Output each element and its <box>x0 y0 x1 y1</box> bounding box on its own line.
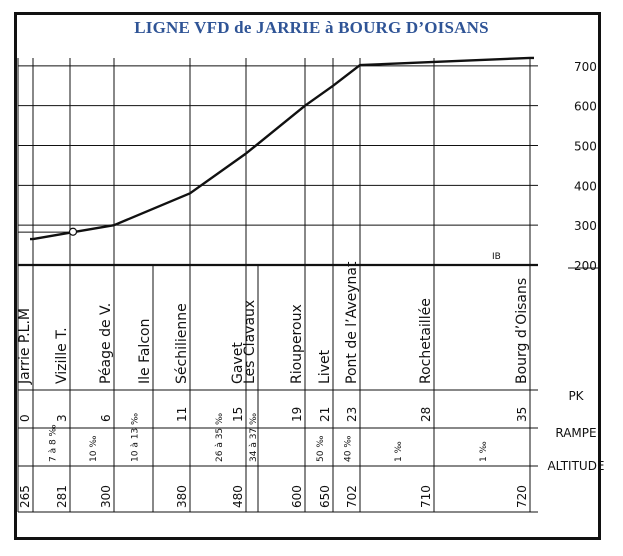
altitude-tick-300: 300 <box>574 219 597 233</box>
station-name-6: Les Clavaux <box>242 300 258 384</box>
station-altitude-4: 380 <box>175 485 189 508</box>
altitude-axis: 700 600 500 400 300 200 <box>568 60 598 273</box>
station-rampe-5: 34 à 37 ‰ <box>249 413 259 462</box>
vizille-marker <box>68 227 78 236</box>
station-pk-8: 21 <box>318 407 332 422</box>
station-rampe-8: 40 ‰ <box>344 436 354 462</box>
station-name-5: Gavet <box>230 342 246 384</box>
row-label-altitude: ALTITUDE <box>547 459 604 473</box>
station-rampe-10: 1 ‰ <box>479 441 489 462</box>
station-pk-7: 19 <box>290 407 304 422</box>
row-label-pk: PK <box>568 389 584 403</box>
altitude-tick-700: 700 <box>574 60 597 74</box>
ib-mark: IB <box>492 252 501 262</box>
station-name-2: Péage de V. <box>98 303 114 384</box>
profile-line <box>30 56 534 241</box>
station-pk-0: 0 <box>18 414 32 422</box>
station-name-3: Ile Falcon <box>137 319 153 384</box>
station-name-8: Livet <box>317 349 333 384</box>
altitude-tick-400: 400 <box>574 179 597 193</box>
station-altitude-7: 600 <box>290 485 304 508</box>
station-name-0: Jarrie P.L.M <box>17 308 33 385</box>
altitude-tick-200: 200 <box>574 259 597 273</box>
altitude-tick-500: 500 <box>574 140 597 154</box>
station-pk-11: 35 <box>515 407 529 422</box>
station-pk-4: 11 <box>175 407 189 422</box>
station-name-11: Bourg d’Oisans <box>514 278 530 384</box>
station-pk-2: 6 <box>99 414 113 422</box>
altitude-profile <box>30 56 534 241</box>
station-pk-1: 3 <box>55 414 69 422</box>
station-altitude-1: 281 <box>55 485 69 508</box>
station-pk-10: 28 <box>419 407 433 422</box>
diagram-title: LIGNE VFD de JARRIE à BOURG D’OISANS <box>134 18 489 37</box>
station-altitude-9: 702 <box>345 485 359 508</box>
station-rampe-1: 10 ‰ <box>89 436 99 462</box>
station-name-9: Pont de l’Aveynat <box>344 261 360 384</box>
altitude-tick-600: 600 <box>574 100 597 114</box>
station-name-4: Séchilienne <box>174 303 190 384</box>
station-rampe-2: 10 à 13 ‰ <box>131 413 141 462</box>
station-verticals <box>17 58 531 512</box>
row-label-rampe: RAMPE <box>555 426 596 440</box>
altitude-grid <box>18 65 538 267</box>
station-altitude-11: 720 <box>515 485 529 508</box>
diagram-frame <box>14 12 601 540</box>
station-name-10: Rochetaillée <box>418 298 434 384</box>
station-pk-5: 15 <box>231 407 245 422</box>
station-rampe-9: 1 ‰ <box>394 441 404 462</box>
station-name-7: Riouperoux <box>289 304 305 384</box>
data-table: PK RAMPE ALTITUDE 0 7 à 8 ‰ 265 3 10 ‰ 281 6 10 à … <box>18 389 605 513</box>
station-altitude-10: 710 <box>419 485 433 508</box>
station-pk-9: 23 <box>345 407 359 422</box>
station-altitude-8: 650 <box>318 485 332 508</box>
station-rampe-7: 50 ‰ <box>316 436 326 462</box>
station-altitude-0: 265 <box>18 485 32 508</box>
station-altitude-5: 480 <box>231 485 245 508</box>
station-altitude-2: 300 <box>99 485 113 508</box>
station-name-1: Vizille T. <box>54 327 70 384</box>
station-labels: IB Jarrie P.L.M Vizille T. Péage de V. Ile F… <box>17 252 530 385</box>
station-rampe-4: 26 à 35 ‰ <box>215 413 225 462</box>
station-rampe-0: 7 à 8 ‰ <box>49 424 59 462</box>
